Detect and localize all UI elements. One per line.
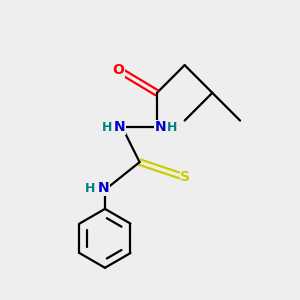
Text: S: S [180,170,190,184]
Text: N: N [98,181,109,195]
Text: O: O [112,63,124,77]
Text: H: H [167,121,178,134]
Text: H: H [102,121,112,134]
Text: H: H [85,182,96,195]
Text: N: N [154,121,166,134]
Text: N: N [114,121,125,134]
